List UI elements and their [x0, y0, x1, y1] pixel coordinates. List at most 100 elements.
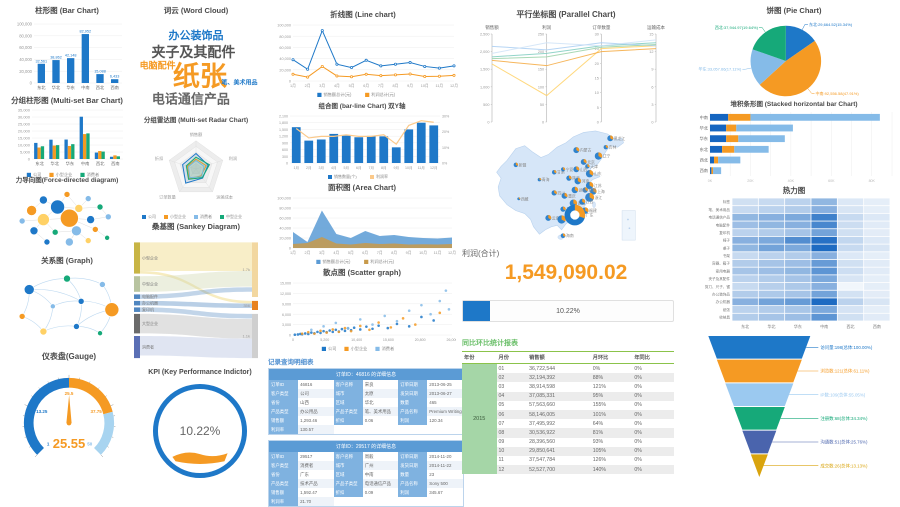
svg-text:7月: 7月: [377, 250, 383, 255]
svg-text:东北:29,664.52(15.34%): 东北:29,664.52(15.34%): [809, 21, 853, 27]
svg-text:江苏: 江苏: [594, 183, 602, 188]
radar-chart[interactable]: 销售额利润运输成本订单数量折扣公司小型企业消费者中型企业: [132, 126, 260, 220]
svg-text:江西: 江西: [586, 199, 594, 204]
svg-text:100,000: 100,000: [277, 24, 291, 28]
svg-text:利润总计(元): 利润总计(元): [371, 91, 395, 98]
svg-text:运输成本: 运输成本: [216, 193, 234, 200]
svg-text:1.7k: 1.7k: [242, 267, 250, 272]
record-cards-title: 记录查询明细表: [268, 356, 464, 366]
svg-text:2月: 2月: [305, 83, 311, 88]
svg-text:1月: 1月: [293, 165, 299, 170]
pie-svg: 东北:29,664.52(15.34%)中南:92,556.58(47.91%)…: [692, 16, 896, 100]
svg-text:6月: 6月: [363, 83, 369, 88]
kpi-svg: 10.22%: [138, 378, 262, 484]
svg-text:5月: 5月: [343, 165, 349, 170]
svg-text:家用电器: 家用电器: [716, 268, 731, 273]
svg-text:华东: 华东: [66, 84, 74, 91]
svg-text:10%: 10%: [442, 146, 450, 150]
svg-text:夹子及其配件: 夹子及其配件: [708, 276, 730, 281]
svg-text:复印机: 复印机: [142, 306, 154, 312]
svg-text:收纳具: 收纳具: [719, 315, 730, 320]
force-diagram[interactable]: [8, 186, 126, 256]
svg-text:1,000: 1,000: [480, 85, 490, 89]
graph-chart[interactable]: [8, 266, 126, 350]
svg-text:80,000: 80,000: [279, 35, 291, 39]
svg-text:书架: 书架: [723, 253, 731, 258]
svg-text:复印机: 复印机: [719, 230, 730, 235]
svg-text:356: 356: [243, 303, 250, 308]
svg-text:华东:33,057.66(17.11%): 华东:33,057.66(17.11%): [699, 66, 743, 72]
wordcloud-chart[interactable]: 办公装饰品夹子及其配件电脑配件纸张笔、美术用品电话通信产品: [132, 16, 260, 110]
svg-text:2,100: 2,100: [279, 115, 288, 119]
svg-text:60,000: 60,000: [279, 217, 291, 221]
svg-text:办公装饰品: 办公装饰品: [712, 291, 730, 296]
china-map[interactable]: 黑龙江内蒙古吉林辽宁北京天津山西山东陕西河南江苏上海安徽浙江湖北重庆四川湖南江西…: [462, 128, 670, 246]
barline-chart-widget: 组合图 (bar-line Chart) 双Y轴 2,100 1,800 1,500…: [268, 102, 456, 180]
wordcloud-word[interactable]: 电话通信产品: [152, 88, 230, 107]
svg-text:20%: 20%: [442, 130, 450, 134]
svg-text:6月: 6月: [362, 250, 368, 255]
pie-chart-widget: 饼图 (Pie Chart) 东北:29,664.52(15.34%)中南:92…: [692, 6, 896, 100]
pie-chart-title: 饼图 (Pie Chart): [692, 6, 896, 16]
barline-chart-title: 组合图 (bar-line Chart) 双Y轴: [268, 102, 456, 112]
svg-text:20,000: 20,000: [19, 69, 32, 74]
big-number-label: 利润(合计): [462, 248, 670, 259]
progress-bar[interactable]: 10.22%: [462, 300, 674, 322]
svg-text:50: 50: [540, 103, 544, 107]
svg-text:新疆: 新疆: [519, 162, 527, 167]
wordcloud-word[interactable]: 电脑配件: [140, 58, 176, 71]
svg-text:3月: 3月: [318, 165, 324, 170]
svg-text:中南: 中南: [820, 323, 828, 329]
svg-text:销售额总计(元): 销售额总计(元): [323, 258, 352, 265]
svg-text:1,500: 1,500: [279, 128, 288, 132]
kpi-chart[interactable]: 10.22%: [138, 378, 262, 484]
pie-chart[interactable]: 东北:29,664.52(15.34%)中南:92,556.58(47.91%)…: [692, 16, 896, 100]
svg-text:华东: 华东: [794, 323, 802, 329]
svg-text:订单数量: 订单数量: [592, 24, 610, 31]
svg-text:1,800: 1,800: [279, 121, 288, 125]
wordcloud-word[interactable]: 笔、美术用品: [222, 77, 258, 86]
stats-table-title: 同比环比统计报表: [462, 338, 674, 348]
svg-text:2月: 2月: [306, 165, 312, 170]
svg-text:5,200: 5,200: [320, 338, 329, 342]
svg-text:500: 500: [483, 103, 489, 107]
svg-text:青海: 青海: [542, 177, 550, 182]
svg-text:山东: 山东: [594, 171, 602, 176]
svg-text:35,000: 35,000: [18, 108, 31, 113]
svg-text:西藏: 西藏: [521, 196, 529, 201]
heatmap-chart[interactable]: 标签笔、美术用品电话通信产品电脑配件复印机椅子桌子书架容器、箱子家用电器夹子及其…: [692, 196, 896, 332]
svg-text:西北: 西北: [96, 160, 105, 167]
svg-text:3,000: 3,000: [282, 323, 291, 327]
svg-text:15: 15: [595, 77, 599, 81]
svg-text:150: 150: [538, 68, 544, 72]
stats-header: 年同比: [632, 352, 674, 364]
svg-text:100,000: 100,000: [277, 197, 291, 201]
funnel-chart[interactable]: 访问量:198(总体:100.00%)浏览数:121(总体:61.11%)IP数…: [692, 332, 896, 484]
big-number-value: 1,549,090.02: [462, 261, 670, 285]
svg-text:3月: 3月: [319, 250, 325, 255]
wordcloud-word[interactable]: 办公装饰品: [169, 27, 224, 43]
svg-text:9月: 9月: [406, 250, 412, 255]
svg-text:中南: 中南: [81, 84, 89, 91]
svg-text:11月: 11月: [418, 165, 425, 170]
